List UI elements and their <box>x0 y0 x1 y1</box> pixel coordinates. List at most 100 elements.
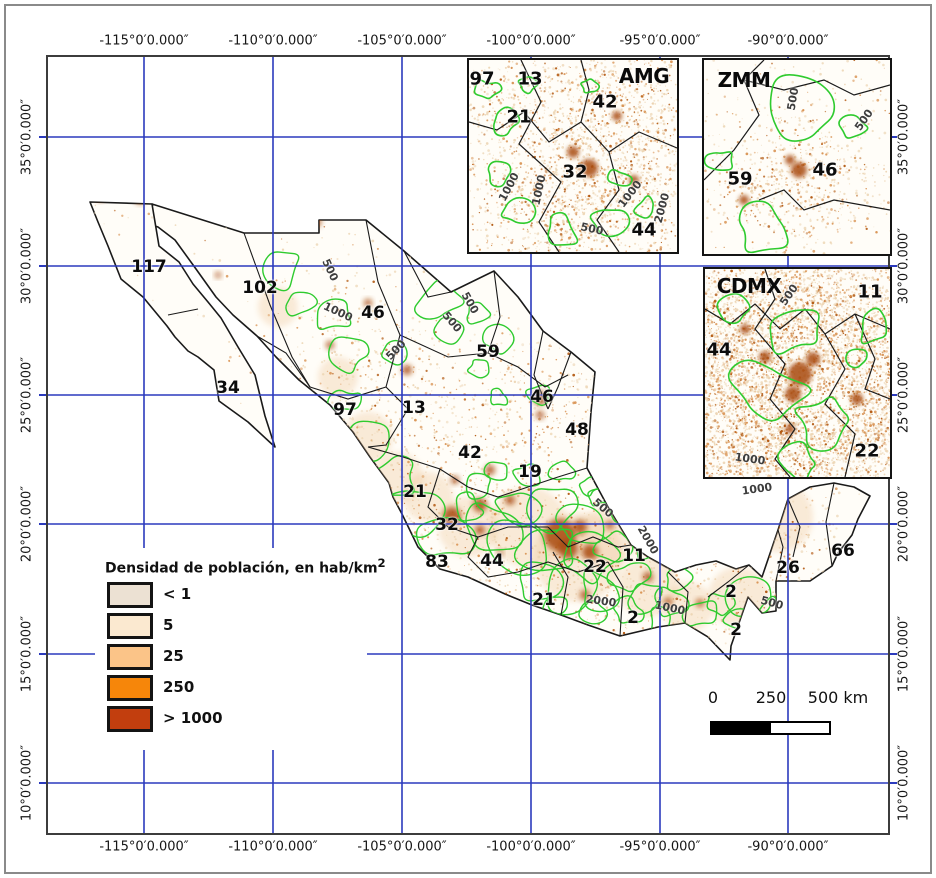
inset-zmm-title: ZMM <box>717 68 771 92</box>
inset-amg-label-2: 21 <box>506 106 532 128</box>
axis-tick-right-4 <box>890 653 897 655</box>
state-boundaries <box>167 219 835 637</box>
inset-contours <box>473 76 654 246</box>
state-density-label-7: 46 <box>530 387 554 407</box>
legend-label-0: < 1 <box>163 585 192 603</box>
state-density-label-5: 97 <box>333 400 357 420</box>
axis-label-bottom-2: -105°0′0.000″ <box>357 839 447 855</box>
scalebar-label-500: 500 km <box>807 688 869 707</box>
inset-amg-label-4: 32 <box>562 161 588 183</box>
axis-label-top-2: -105°0′0.000″ <box>357 33 447 49</box>
legend-swatch-4 <box>107 706 153 732</box>
axis-label-left-2: 25°0′0.000″ <box>19 356 35 434</box>
state-density-label-12: 32 <box>435 515 459 535</box>
legend-swatch-1 <box>107 613 153 639</box>
inset-zmm-map <box>704 60 890 254</box>
axis-label-bottom-1: -110°0′0.000″ <box>228 839 318 855</box>
axis-label-bottom-4: -95°0′0.000″ <box>619 839 701 855</box>
inset-zmm: ZMM 59 46 500 500 <box>702 58 892 256</box>
state-density-label-16: 11 <box>622 546 646 566</box>
state-density-label-20: 2 <box>730 620 742 640</box>
axis-label-left-1: 30°0′0.000″ <box>19 227 35 305</box>
axis-label-right-2: 25°0′0.000″ <box>896 356 912 434</box>
legend-swatch-2 <box>107 644 153 670</box>
inset-zmm-label-1: 46 <box>812 159 838 181</box>
axis-tick-left-5 <box>39 782 46 784</box>
state-density-label-10: 19 <box>518 462 542 482</box>
population-density-legend: Densidad de población, en hab/km2 < 1 5 25… <box>95 548 386 750</box>
inset-amg-label-5: 44 <box>631 219 657 241</box>
inset-contours <box>704 74 869 254</box>
inset-zmm-label-0: 59 <box>727 168 753 190</box>
axis-label-top-5: -90°0′0.000″ <box>747 33 829 49</box>
scale-bar: 0 250 500 km <box>700 688 868 743</box>
axis-label-left-0: 35°0′0.000″ <box>19 98 35 176</box>
inset-boundaries <box>704 60 890 211</box>
legend-title: Densidad de población, en hab/km2 <box>105 556 386 577</box>
legend-item-1: 5 <box>107 613 347 639</box>
axis-tick-left-4 <box>39 653 46 655</box>
inset-amg: AMG 97 13 21 42 32 44 1000 1000 500 1000 2000 <box>467 58 679 254</box>
axis-label-bottom-5: -90°0′0.000″ <box>747 839 829 855</box>
inset-cdmx: CDMX 11 44 22 500 1000 <box>703 267 892 479</box>
inset-cdmx-map <box>705 269 890 477</box>
axis-tick-right-5 <box>890 782 897 784</box>
state-density-label-1: 102 <box>242 278 278 298</box>
axis-label-bottom-0: -115°0′0.000″ <box>99 839 189 855</box>
axis-label-right-1: 30°0′0.000″ <box>896 227 912 305</box>
axis-label-top-1: -110°0′0.000″ <box>228 33 318 49</box>
legend-item-4: > 1000 <box>107 706 347 732</box>
axis-tick-left-2 <box>39 394 46 396</box>
scalebar-bar-filled-half <box>712 723 771 733</box>
state-density-label-0: 117 <box>131 257 167 277</box>
inset-amg-label-3: 42 <box>592 91 618 113</box>
legend-item-0: < 1 <box>107 582 347 608</box>
state-density-label-15: 22 <box>583 557 607 577</box>
state-density-label-17: 21 <box>532 590 556 610</box>
legend-title-sup: 2 <box>377 556 386 570</box>
state-density-label-22: 66 <box>831 541 855 561</box>
inset-cdmx-label-1: 44 <box>706 339 732 361</box>
legend-title-text: Densidad de población, en hab/km <box>105 560 378 577</box>
axis-label-top-4: -95°0′0.000″ <box>619 33 701 49</box>
axis-tick-right-1 <box>890 265 897 267</box>
legend-swatch-3 <box>107 675 153 701</box>
state-density-label-9: 42 <box>458 443 482 463</box>
inset-cdmx-label-2: 22 <box>854 440 880 462</box>
state-density-label-18: 2 <box>627 608 639 628</box>
inset-density-texture <box>705 269 890 477</box>
state-density-label-4: 34 <box>216 378 240 398</box>
axis-label-left-5: 10°0′0.000″ <box>19 744 35 822</box>
legend-label-1: 5 <box>163 616 174 634</box>
state-density-label-21: 26 <box>776 558 800 578</box>
axis-label-right-5: 10°0′0.000″ <box>896 744 912 822</box>
legend-label-4: > 1000 <box>163 709 223 727</box>
legend-item-2: 25 <box>107 644 347 670</box>
state-density-label-13: 83 <box>425 552 449 572</box>
state-density-label-14: 44 <box>480 551 504 571</box>
state-density-label-6: 13 <box>402 398 426 418</box>
axis-label-left-4: 15°0′0.000″ <box>19 615 35 693</box>
state-density-label-3: 59 <box>476 342 500 362</box>
axis-label-top-0: -115°0′0.000″ <box>99 33 189 49</box>
state-density-label-2: 46 <box>361 303 385 323</box>
legend-label-2: 25 <box>163 647 184 665</box>
inset-amg-title: AMG <box>618 64 670 88</box>
inset-amg-map <box>469 60 677 252</box>
inset-cdmx-title: CDMX <box>716 274 782 298</box>
state-density-label-11: 21 <box>403 482 427 502</box>
inset-contours <box>716 293 888 477</box>
state-density-label-8: 48 <box>565 420 589 440</box>
inset-density-texture <box>704 60 890 254</box>
axis-label-left-3: 20°0′0.000″ <box>19 485 35 563</box>
axis-tick-right-2 <box>890 394 897 396</box>
axis-label-right-3: 20°0′0.000″ <box>896 485 912 563</box>
scalebar-label-0: 0 <box>707 688 719 707</box>
inset-amg-label-1: 13 <box>517 68 543 90</box>
axis-label-right-0: 35°0′0.000″ <box>896 98 912 176</box>
state-density-label-19: 2 <box>725 582 737 602</box>
legend-item-3: 250 <box>107 675 347 701</box>
scalebar-label-250: 250 <box>755 688 787 707</box>
axis-label-bottom-3: -100°0′0.000″ <box>486 839 576 855</box>
inset-boundaries <box>705 269 890 477</box>
